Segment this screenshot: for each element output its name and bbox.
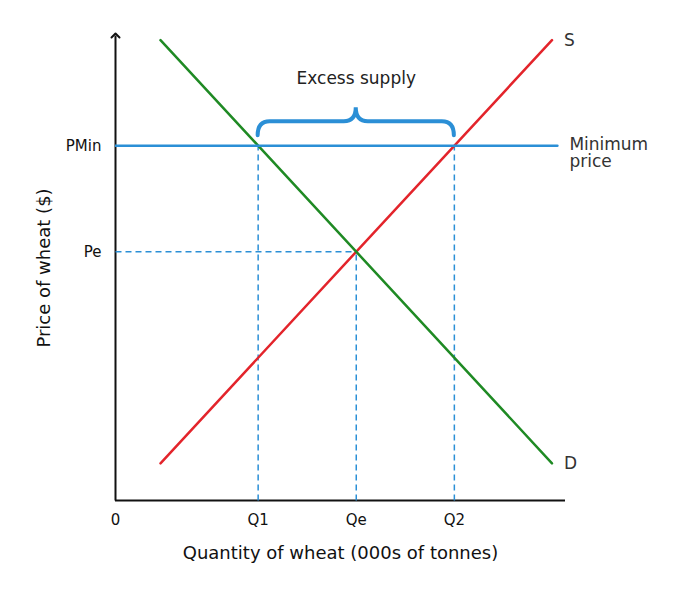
svg-text:Minimumprice: Minimumprice — [569, 134, 648, 171]
svg-text:0: 0 — [111, 511, 121, 529]
svg-text:Q2: Q2 — [444, 511, 465, 529]
svg-text:Quantity of wheat (000s of ton: Quantity of wheat (000s of tonnes) — [183, 542, 499, 563]
svg-text:Qe: Qe — [346, 511, 367, 529]
svg-text:PMin: PMin — [66, 137, 102, 155]
svg-text:D: D — [564, 453, 577, 473]
svg-text:Pe: Pe — [84, 243, 102, 261]
svg-text:Excess supply: Excess supply — [297, 68, 416, 88]
svg-text:Q1: Q1 — [247, 511, 268, 529]
svg-text:Price of wheat ($): Price of wheat ($) — [33, 188, 54, 347]
svg-text:S: S — [564, 30, 575, 50]
